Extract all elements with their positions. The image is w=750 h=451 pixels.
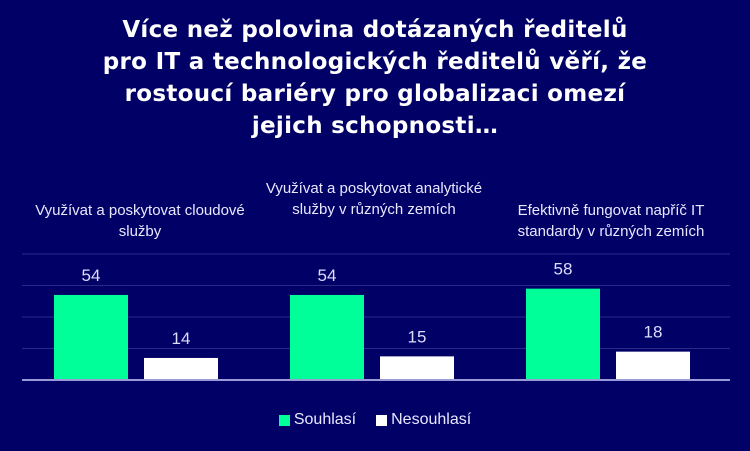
bar (526, 288, 600, 380)
data-label: 14 (172, 329, 191, 348)
legend-swatch (376, 414, 388, 426)
data-label: 58 (554, 260, 573, 279)
legend-item-nesouhlasi: Nesouhlasí (376, 411, 471, 429)
title-line: Více než polovina dotázaných ředitelů (122, 17, 628, 43)
legend-item-souhlasi: Souhlasí (278, 411, 357, 429)
bar (144, 357, 218, 380)
category-label: Využívat a poskytovat cloudové služby (35, 202, 245, 240)
data-label: 18 (644, 323, 663, 342)
data-label: 54 (82, 266, 101, 285)
bar (380, 356, 454, 380)
title-line: rostoucí bariéry pro globalizaci omezí (124, 81, 626, 107)
legend-label: Souhlasí (293, 411, 357, 428)
title-line: pro IT a technologických ředitelů věří, … (102, 49, 648, 75)
bar (54, 294, 128, 380)
category-label: Efektivně fungovat napříč IT standardy v… (517, 202, 705, 240)
legend-label: Nesouhlasí (391, 411, 472, 428)
legend: Souhlasí Nesouhlasí (0, 411, 750, 429)
category-label: Využívat a poskytovat analytické služby … (265, 180, 483, 218)
title-line: jejich schopnosti… (251, 113, 499, 139)
chart-title: Více než polovina dotázaných ředitelů pr… (40, 14, 710, 142)
data-label: 54 (318, 266, 337, 285)
data-label: 15 (408, 327, 427, 346)
bar (616, 351, 690, 380)
legend-swatch (278, 414, 290, 426)
bar (290, 294, 364, 380)
